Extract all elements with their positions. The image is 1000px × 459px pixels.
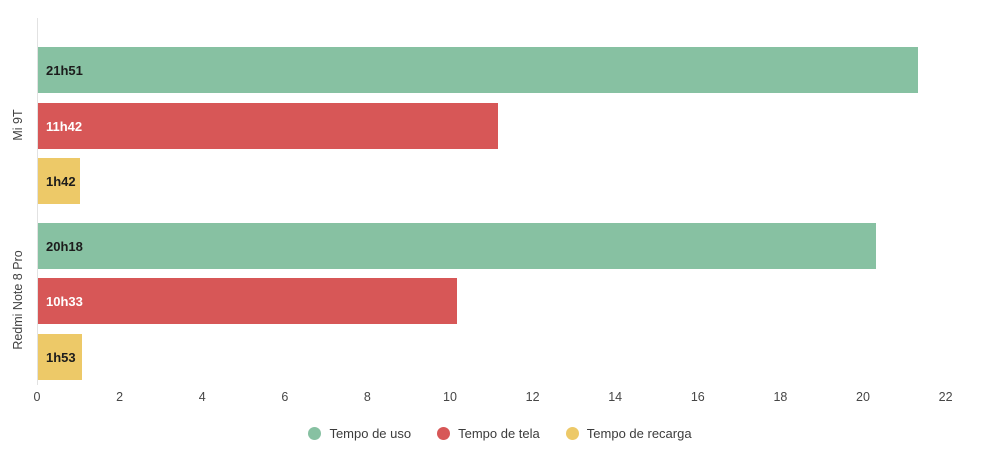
bar-tempo-de-recarga-mi-9t: 1h42: [38, 158, 81, 204]
legend-label: Tempo de recarga: [586, 426, 692, 441]
legend-item-tempo-de-uso: Tempo de uso: [308, 426, 411, 441]
legend-label: Tempo de uso: [329, 426, 412, 441]
x-tick-12: 12: [525, 390, 540, 404]
legend-label: Tempo de tela: [458, 426, 540, 441]
bar-tempo-de-tela-redmi-note-8-pro: 10h33: [38, 278, 458, 324]
category-label-mi-9t: Mi 9T: [11, 109, 25, 141]
x-tick-14: 14: [608, 390, 623, 404]
bar-value-label: 10h33: [46, 293, 83, 309]
legend: Tempo de uso Tempo de tela Tempo de reca…: [0, 426, 1000, 441]
bar-value-label: 1h42: [46, 173, 76, 189]
bar-tempo-de-recarga-redmi-note-8-pro: 1h53: [38, 334, 83, 380]
bar-tempo-de-tela-mi-9t: 11h42: [38, 103, 499, 149]
bar-tempo-de-uso-mi-9t: 21h51: [38, 47, 918, 93]
x-tick-8: 8: [363, 390, 371, 404]
x-tick-10: 10: [443, 390, 457, 404]
legend-dot-tempo-de-recarga: [565, 427, 579, 440]
bar-value-label: 21h51: [46, 62, 83, 78]
legend-item-tempo-de-tela: Tempo de tela: [437, 426, 540, 441]
x-tick-16: 16: [690, 390, 705, 404]
y-axis-line: [37, 18, 38, 385]
legend-dot-tempo-de-uso: [308, 427, 322, 440]
bar-value-label: 11h42: [46, 118, 83, 134]
legend-dot-tempo-de-tela: [437, 427, 451, 440]
category-label-redmi-note-8-pro: Redmi Note 8 Pro: [11, 250, 25, 350]
bar-tempo-de-uso-redmi-note-8-pro: 20h18: [38, 223, 877, 269]
bar-value-label: 20h18: [46, 238, 83, 254]
x-tick-2: 2: [116, 390, 124, 404]
x-tick-6: 6: [281, 390, 289, 404]
x-tick-20: 20: [856, 390, 870, 404]
legend-item-tempo-de-recarga: Tempo de recarga: [565, 426, 692, 441]
x-tick-0: 0: [33, 390, 41, 404]
bar-value-label: 1h53: [46, 349, 76, 365]
x-tick-4: 4: [198, 390, 206, 404]
x-tick-22: 22: [938, 390, 953, 404]
x-tick-18: 18: [773, 390, 788, 404]
